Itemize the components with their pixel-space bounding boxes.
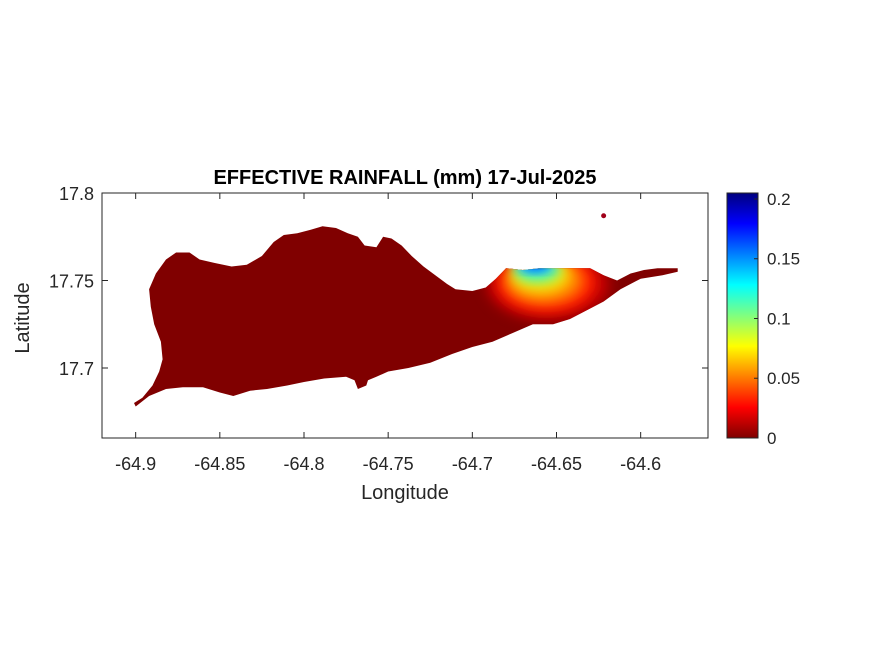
x-tick-label: -64.75	[363, 454, 414, 474]
colorbar-tick-label: 0.1	[767, 309, 791, 328]
x-tick-label: -64.8	[283, 454, 324, 474]
colorbar-tick-label: 0	[767, 429, 776, 448]
x-tick-label: -64.6	[620, 454, 661, 474]
x-tick-label: -64.65	[531, 454, 582, 474]
chart-title: EFFECTIVE RAINFALL (mm) 17-Jul-2025	[213, 167, 596, 189]
y-axis-label: Latitude	[12, 282, 34, 353]
x-tick-label: -64.85	[194, 454, 245, 474]
colorbar	[726, 192, 759, 439]
colorbar-ticks: 0 0.05 0.1 0.15 0.2	[754, 190, 800, 448]
y-tick-label: 17.7	[59, 359, 94, 379]
x-axis-label: Longitude	[361, 482, 449, 504]
islet	[601, 213, 607, 219]
colorbar-tick-label: 0.15	[767, 250, 800, 269]
x-tick-label: -64.9	[115, 454, 156, 474]
x-tick-label: -64.7	[452, 454, 493, 474]
x-axis-ticks: -64.9 -64.85 -64.8 -64.75 -64.7 -64.65 -64.6	[115, 193, 661, 474]
colorbar-tick-label: 0.05	[767, 369, 800, 388]
y-axis-ticks: 17.7 17.75 17.8	[49, 184, 708, 379]
y-tick-label: 17.8	[59, 184, 94, 204]
y-tick-label: 17.75	[49, 272, 94, 292]
colorbar-tick-label: 0.2	[767, 190, 791, 209]
